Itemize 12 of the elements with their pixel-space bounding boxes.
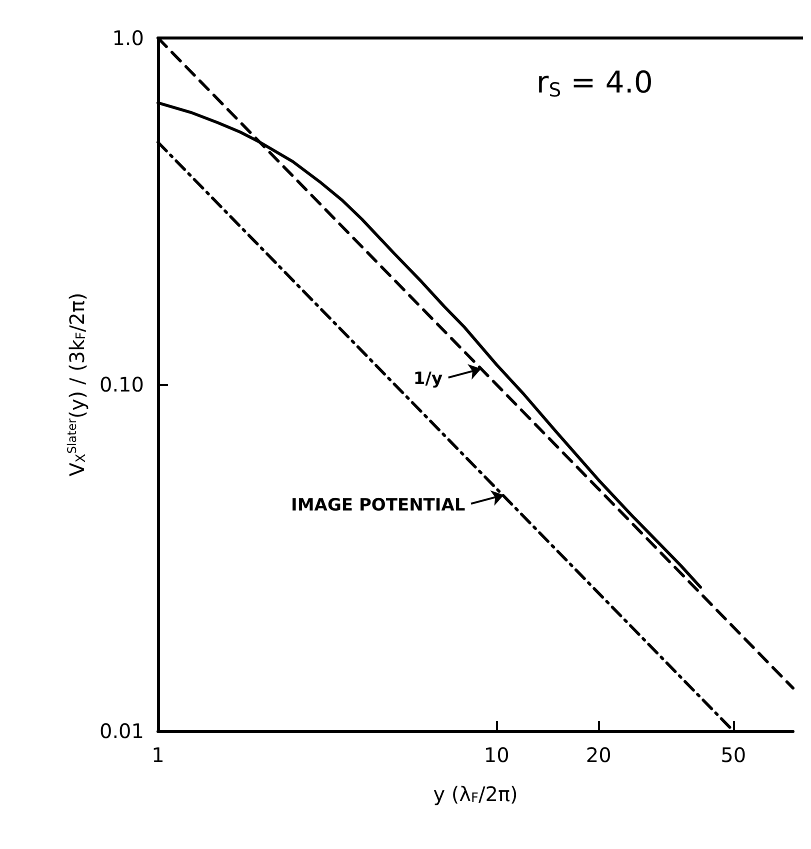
y-tick-label: 0.01 [99,719,144,743]
x-tick-label: 1 [152,743,164,767]
y-tick-label: 1.0 [112,26,144,50]
x-tick-label: 10 [484,743,510,767]
y-tick-label: 0.10 [99,372,144,396]
x-tick-label: 50 [720,743,746,767]
annotation: IMAGE POTENTIAL [291,495,466,516]
annotation: rS = 4.0 [536,66,654,102]
y-axis-title: VXSlater(y) / (3kF/2π) [65,292,89,476]
x-axis-title: y (λF/2π) [433,782,518,806]
x-tick-label: 20 [586,743,612,767]
annotation: 1/y [413,369,443,390]
